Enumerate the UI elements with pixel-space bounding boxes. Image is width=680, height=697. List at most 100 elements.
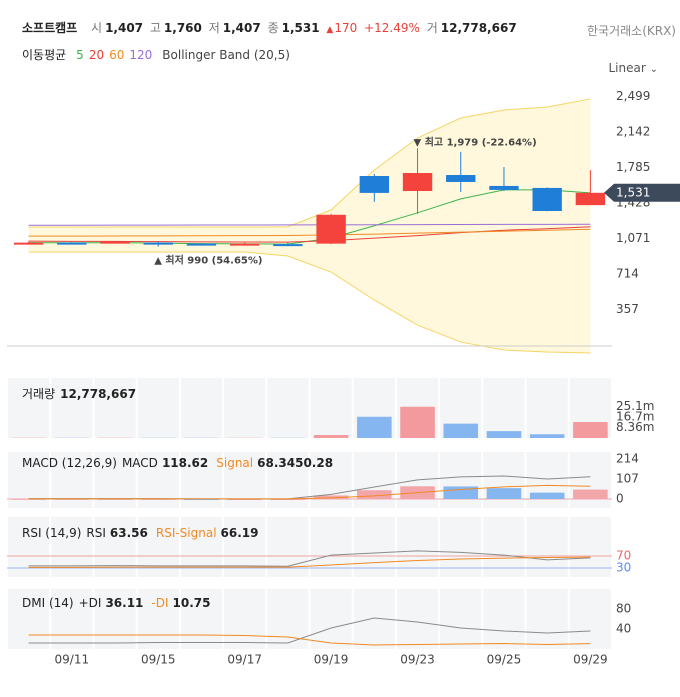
candle-body	[186, 243, 217, 246]
ma-legend: 이동평균 5 20 60 120 Bollinger Band (20,5)	[22, 46, 300, 63]
price-tag	[604, 183, 680, 202]
candle-body	[100, 241, 130, 244]
column-stripe	[180, 378, 223, 438]
x-tick-label: 09/23	[400, 653, 435, 667]
column-stripe	[526, 589, 568, 649]
legend-entry: 5	[76, 48, 84, 62]
y-tick-label: 0	[616, 492, 624, 506]
legend-entry: 20	[88, 48, 105, 62]
legend-entry: Bollinger Band (20,5)	[162, 48, 290, 62]
column-stripe	[267, 378, 309, 438]
candle-body	[359, 176, 390, 193]
candle-body	[57, 242, 87, 245]
chevron[interactable]: ⌄	[649, 64, 658, 75]
legend-value: 118.62	[161, 456, 209, 470]
column-stripe	[224, 589, 266, 649]
column-stripe	[483, 378, 525, 438]
title: MACD (12,26,9)	[22, 456, 117, 470]
y-tick-label: 16.7m	[616, 410, 654, 424]
legend-value: 68.34	[257, 456, 296, 470]
bollinger-area	[28, 98, 591, 354]
y-tick-label: 30	[616, 561, 631, 575]
column-stripe	[51, 378, 93, 438]
annotation-text: 최저 990 (54.65%)	[165, 254, 262, 267]
y-tick-label: 214	[616, 451, 639, 465]
up-icon: ▲	[326, 25, 334, 35]
y-tick-label: 80	[616, 602, 631, 616]
legend-value: 50.28	[295, 456, 334, 470]
legend-value: 36.11	[105, 596, 144, 610]
y-tick-label: 25.1m	[616, 399, 654, 413]
moving-average	[28, 226, 591, 243]
legend-entry: 60	[109, 48, 125, 62]
column-stripe	[569, 452, 611, 508]
annotation-text: 최고 1,979 (-22.64%)	[425, 135, 537, 148]
value: 1,760	[163, 21, 202, 35]
x-tick-label: 09/19	[314, 653, 349, 667]
scale[interactable]: Linear	[608, 61, 646, 75]
y-tick-label: 2,499	[616, 89, 650, 103]
scale-select[interactable]: Linear ⌄	[608, 61, 658, 75]
column-stripe	[267, 589, 309, 649]
legend-name: RSI-Signal	[155, 526, 217, 540]
y-tick-label: 40	[616, 622, 631, 636]
dmi-legend: DMI (14) +DI 36.11 -DI 10.75	[22, 596, 218, 610]
change-rate: +12.49%	[364, 21, 420, 35]
title: RSI (14,9)	[22, 526, 82, 540]
oscillator-bar	[227, 499, 262, 501]
x-tick-label: 09/25	[487, 653, 522, 667]
candle-body	[402, 173, 433, 192]
y-tick-label: 107	[616, 471, 639, 485]
column-stripe	[310, 378, 352, 438]
column-stripe	[526, 517, 568, 577]
volume-bar	[486, 431, 522, 438]
legend-entry: 120	[129, 48, 153, 62]
column-stripe	[137, 589, 179, 649]
column-stripe	[94, 378, 136, 438]
rsi-legend: RSI (14,9) RSI 63.56 RSI-Signal 66.19	[22, 526, 267, 540]
column-stripe	[396, 589, 439, 649]
volume-bar	[313, 435, 349, 438]
label: 이동평균	[22, 48, 67, 62]
volume-bar	[357, 416, 392, 438]
legend-name: MACD	[121, 456, 158, 470]
label: 저	[208, 21, 220, 35]
header: 소프트캠프 시 1,407 고 1,760 저 1,407 종 1,531 ▲170 +…	[22, 19, 520, 36]
y-tick-label: 1,071	[616, 231, 650, 245]
price-tag-label: 1,531	[616, 185, 650, 199]
y-tick-label: 714	[616, 267, 639, 281]
column-stripe	[310, 589, 352, 649]
exchange: 한국거래소(KRX)	[587, 24, 676, 38]
column-stripe	[569, 589, 611, 649]
candle-body	[446, 175, 476, 182]
candle-body	[143, 242, 173, 245]
column-stripe	[526, 378, 568, 438]
candle-body	[273, 244, 303, 247]
oscillator-bar	[313, 495, 349, 500]
candle-body	[13, 242, 44, 245]
column-stripe	[224, 378, 266, 438]
legend-name: +DI	[78, 596, 102, 610]
volume-bar	[573, 422, 608, 438]
column-stripe	[526, 452, 568, 508]
x-tick-label: 09/15	[141, 653, 176, 667]
candle-body	[316, 214, 346, 244]
y-tick-label: 70	[616, 549, 631, 563]
column-stripe	[396, 517, 439, 577]
oscillator-bar	[529, 492, 565, 500]
legend-name: Signal	[216, 456, 254, 470]
title: 거래량	[22, 387, 56, 401]
legend-name: -DI	[151, 596, 169, 610]
indicator-line	[28, 484, 591, 500]
oscillator-bar	[270, 499, 306, 501]
macd-legend: MACD (12,26,9) MACD 118.62 Signal 68.3450.28	[22, 456, 338, 470]
column-stripe	[310, 517, 352, 577]
indicator-line	[28, 556, 591, 568]
label: 종	[267, 21, 279, 35]
oscillator-bar	[486, 488, 522, 500]
title: DMI (14)	[22, 596, 74, 610]
volume-legend: 거래량 12,778,667	[22, 385, 141, 402]
legend-name: RSI	[86, 526, 106, 540]
